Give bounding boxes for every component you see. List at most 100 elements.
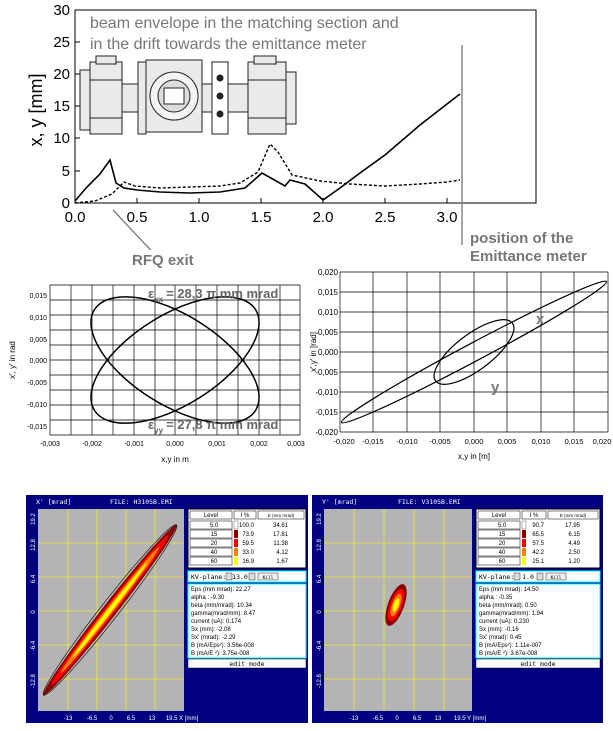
emi-right-xtick: -13	[350, 716, 359, 722]
emi-right-params	[475, 583, 601, 659]
envelope-x-ticks: 0.0 0.5 1.0 1.5 2.0 2.5 3.0	[65, 198, 457, 226]
phase-left-xtick: -0,002	[82, 441, 102, 448]
emi-left-xticks: -13 -6.5 0 6.5 13 19.5 X [mm]	[64, 716, 199, 722]
emi-left-kv-label: KV-plane:	[191, 573, 226, 581]
phase-left-grid	[49, 284, 301, 436]
emi-right-kill-button[interactable]	[545, 572, 567, 581]
emi-right-ytick: -12.8	[317, 674, 323, 688]
level-cell: 5.0	[210, 523, 219, 529]
phase-right-ytick: 0,020	[318, 268, 339, 277]
envelope-ytick: 20	[53, 66, 70, 83]
phase-space-right: 0,020 0,015 0,010 0,005 0,000 -0,005 -0,…	[309, 268, 611, 461]
level-cell: 60	[211, 559, 218, 565]
table-row[interactable]: 20 59.5 11.38	[189, 538, 289, 548]
table-row[interactable]: 40 33.0 4.12	[189, 547, 289, 557]
phase-left-xticks: -0,003 -0,002 -0,001 0,000 0,001 0,002 0…	[40, 441, 305, 448]
table-row[interactable]: 40 42.2 2.50	[477, 547, 581, 557]
phase-right-label-x: x	[536, 311, 545, 328]
emi-right-mode-label: edit mode	[520, 660, 555, 668]
table-row[interactable]: 60 16.9 1.67	[189, 556, 289, 566]
table-row[interactable]: 20 57.5 4.49	[477, 538, 581, 548]
emi-left-header-i: I %	[241, 513, 250, 519]
table-row[interactable]: 15 65.5 6.15	[477, 529, 581, 539]
emittance-yy-label: εyy = 27,8 π mm mrad	[148, 417, 278, 435]
table-row[interactable]: 5.0 90.7 17.95	[477, 520, 581, 530]
i-cell: 73.9	[242, 532, 254, 538]
level-cell: 40	[211, 550, 218, 556]
emi-left-kv-stepper[interactable]: 13.0	[225, 572, 256, 581]
emi-right-kv-stepper[interactable]: 1.0	[513, 572, 544, 581]
emi-right-axis-header: Y' [mrad]	[322, 498, 357, 506]
phase-right-ytick: 0,015	[318, 288, 339, 297]
param-line: B (mA/Eps²): 1.11e-007	[479, 643, 542, 649]
phase-left-xlabel: x,y in m	[161, 455, 189, 464]
table-row[interactable]: 60 25.1 1.20	[477, 556, 581, 566]
param-line: Sx' (mrad): -2.29	[191, 635, 236, 641]
e-cell: 1.20	[568, 559, 580, 565]
phase-right-label-y: y	[491, 379, 500, 396]
envelope-title-line2: in the drift towards the emittance meter	[90, 36, 367, 53]
envelope-xtick: 1.0	[189, 209, 210, 226]
emi-left-ytick: 0	[31, 610, 37, 614]
emi-left-kv-value[interactable]: 13.0	[232, 573, 248, 581]
emi-left-xtick: 0	[109, 716, 113, 722]
emi-left-edit-mode-button[interactable]	[187, 658, 307, 669]
param-line: alpha : -0.35	[479, 595, 513, 601]
phase-right-ellipse-x	[340, 280, 608, 424]
emi-left-level-header: Level I % E (mm mrad)	[189, 510, 305, 520]
emittance-meter-label-line1: position of the	[470, 230, 574, 247]
beamline-apparatus-drawing	[79, 55, 297, 135]
i-cell: 42.2	[532, 550, 544, 556]
param-line: Sx (mm): -0.16	[479, 627, 519, 633]
phase-right-xtick: 0,000	[465, 437, 484, 446]
emi-right-kv-value[interactable]: 1.0	[522, 573, 534, 581]
emi-right-kill-label: Kill	[551, 575, 562, 581]
e-cell: 2.50	[568, 550, 580, 556]
emi-right-header-level: Level	[492, 513, 506, 519]
emi-left-ytick: 6.4	[31, 574, 37, 583]
emi-left-mode-label: edit mode	[229, 660, 264, 668]
envelope-ytick: 15	[53, 98, 70, 115]
i-cell: 33.0	[242, 550, 254, 556]
e-cell: 4.12	[276, 550, 288, 556]
phase-left-xtick: 0,001	[208, 441, 226, 448]
emi-right-edit-mode-button[interactable]	[475, 658, 601, 669]
phase-right-xtick: -0,020	[333, 437, 354, 446]
emi-left-file: FILE: H3105B.EMI	[110, 498, 173, 506]
param-line: Eps (mm mrad): 14.50	[479, 587, 539, 593]
i-cell: 100.0	[239, 523, 255, 529]
envelope-ytick: 10	[53, 130, 70, 147]
phase-right-yticks: 0,020 0,015 0,010 0,005 0,000 -0,005 -0,…	[315, 268, 338, 437]
table-row[interactable]: 15 73.9 17.81	[189, 529, 289, 539]
rfq-exit-label: RFQ exit	[132, 252, 194, 269]
e-cell: 34.61	[273, 523, 289, 529]
phase-right-xtick: -0,010	[396, 437, 417, 446]
phase-left-ytick: 0,005	[29, 337, 47, 344]
kv-increment-button[interactable]	[536, 572, 544, 581]
emi-left-xtick: 19.5 X [mm]	[166, 716, 199, 722]
emi-panel-left: X' [mrad] FILE: H3105B.EMI 19.2 12.8 6.4…	[26, 495, 308, 723]
envelope-ytick: 30	[53, 2, 70, 19]
envelope-ytick: 0	[62, 195, 70, 212]
i-cell: 57.5	[532, 541, 544, 547]
emittance-meter-annotation: position of the Emittance meter	[470, 230, 587, 266]
phase-right-xtick: 0,005	[498, 437, 517, 446]
level-cell: 15	[499, 532, 506, 538]
emi-left-kill-label: Kill	[263, 575, 274, 581]
emi-left-ytick: 12.8	[31, 539, 37, 551]
table-row[interactable]: 5.0 100.0 34.61	[189, 520, 289, 530]
phase-space-left: 0,015 0,010 0,005 0,000 -0,005 -0,010 -0…	[8, 284, 305, 464]
phase-right-xticks: -0,020 -0,015 -0,010 -0,005 0,000 0,005 …	[333, 437, 611, 446]
emi-right-xtick: -6.5	[373, 716, 384, 722]
emittance-scan-panels: X' [mrad] FILE: H3105B.EMI 19.2 12.8 6.4…	[26, 495, 603, 723]
envelope-xtick: 2.0	[313, 209, 334, 226]
phase-left-ylabel: x', y' in rad	[8, 341, 17, 379]
phase-left-xtick: 0,000	[166, 441, 184, 448]
emi-left-kill-button[interactable]	[257, 572, 279, 581]
kv-decrement-button[interactable]	[513, 572, 521, 581]
emi-left-ytick: -12.8	[31, 674, 37, 688]
emi-right-ytick: 12.8	[317, 539, 323, 551]
kv-decrement-button[interactable]	[225, 572, 233, 581]
kv-increment-button[interactable]	[248, 572, 256, 581]
phase-right-xtick: 0,020	[593, 437, 612, 446]
